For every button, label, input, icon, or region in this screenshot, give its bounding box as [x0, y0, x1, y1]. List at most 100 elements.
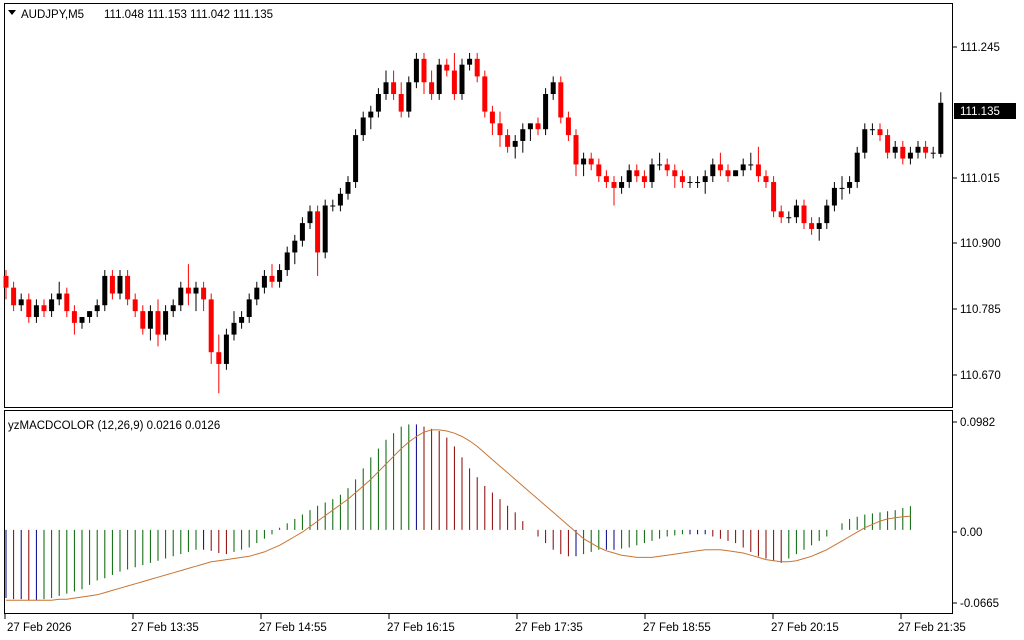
candle: [353, 129, 359, 188]
candle: [725, 164, 731, 183]
candle-body: [915, 146, 921, 153]
candle-body: [588, 158, 594, 165]
candle-body: [740, 164, 746, 171]
time-label: 27 Feb 17:35: [515, 622, 583, 634]
candle: [56, 281, 62, 306]
candle: [185, 264, 191, 306]
candle-body: [831, 187, 837, 206]
candle: [710, 158, 716, 183]
candle-body: [79, 316, 85, 323]
candle-body: [261, 275, 267, 288]
candle-body: [527, 123, 533, 130]
candle-body: [702, 176, 708, 183]
candle: [915, 140, 921, 159]
candle: [512, 135, 518, 159]
candle-body: [444, 64, 450, 71]
candle: [109, 270, 115, 300]
candle-body: [117, 275, 123, 294]
candle-body: [505, 135, 511, 147]
price-tick: 111.015: [960, 173, 1000, 185]
candle: [930, 146, 936, 159]
candle: [87, 311, 93, 323]
candle-body: [155, 311, 161, 335]
candle: [315, 205, 321, 276]
candle: [307, 205, 313, 229]
candle-body: [543, 94, 549, 130]
candle: [444, 58, 450, 77]
candle-body: [862, 129, 868, 153]
candle-body: [930, 152, 936, 154]
candles-layer: [3, 52, 944, 394]
candle: [155, 299, 161, 347]
candle: [489, 105, 495, 136]
candle: [330, 199, 336, 212]
candle-body: [535, 123, 541, 130]
candle: [816, 217, 822, 241]
candle: [619, 176, 625, 194]
dropdown-triangle-icon[interactable]: [8, 10, 16, 15]
candle-body: [649, 164, 655, 183]
candle: [3, 270, 9, 300]
candle: [505, 129, 511, 153]
candle: [246, 293, 252, 323]
price-axis: 111.245 111.015 110.900 110.785 110.670 …: [953, 42, 1016, 382]
candle: [869, 123, 875, 136]
candle: [740, 158, 746, 177]
candle: [938, 92, 944, 158]
candle-body: [299, 223, 305, 241]
candle-body: [109, 275, 115, 294]
candle-body: [201, 287, 207, 300]
candle: [41, 299, 47, 317]
candle: [573, 129, 579, 177]
candle-body: [755, 164, 761, 177]
candle: [831, 182, 837, 212]
candle: [733, 170, 739, 177]
candle-body: [239, 316, 245, 323]
candle-body: [892, 146, 898, 153]
candle-body: [26, 299, 32, 317]
candle-body: [315, 211, 321, 253]
candle: [809, 217, 815, 235]
candle-body: [710, 164, 716, 177]
candle-body: [854, 152, 860, 183]
indicator-tick: -0.0665: [960, 598, 999, 610]
time-label: 27 Feb 13:35: [131, 622, 199, 634]
candle: [299, 217, 305, 247]
candle: [147, 305, 153, 341]
candle-body: [223, 334, 229, 364]
candle-body: [695, 182, 701, 184]
candle-body: [132, 299, 138, 312]
candle-body: [216, 352, 222, 364]
candle: [269, 264, 275, 288]
candle: [193, 281, 199, 312]
time-label: 27 Feb 20:15: [771, 622, 839, 634]
symbol-label: AUDJPY,M5: [21, 9, 84, 21]
candle-body: [771, 182, 777, 212]
candle-body: [398, 94, 404, 112]
candle-body: [170, 305, 176, 312]
candle: [71, 305, 77, 335]
candle-body: [550, 82, 556, 95]
candle-body: [345, 182, 351, 194]
candle-body: [208, 299, 214, 353]
candle: [436, 58, 442, 100]
candle-body: [178, 287, 184, 306]
candle-body: [763, 176, 769, 183]
candle-body: [322, 205, 328, 253]
candle-body: [94, 305, 100, 312]
candle-body: [231, 322, 237, 335]
candle: [467, 52, 473, 71]
indicator-tick: 0.0982: [960, 417, 995, 429]
candle-body: [482, 76, 488, 112]
candle-body: [619, 182, 625, 188]
candle-body: [679, 176, 685, 183]
candle-body: [330, 205, 336, 207]
candle: [277, 264, 283, 288]
candle: [413, 52, 419, 89]
time-label: 27 Feb 21:35: [898, 622, 966, 634]
candle: [284, 246, 290, 276]
candle-body: [641, 176, 647, 183]
candle: [565, 111, 571, 141]
candle-body: [672, 170, 678, 177]
candle-body: [33, 305, 39, 317]
